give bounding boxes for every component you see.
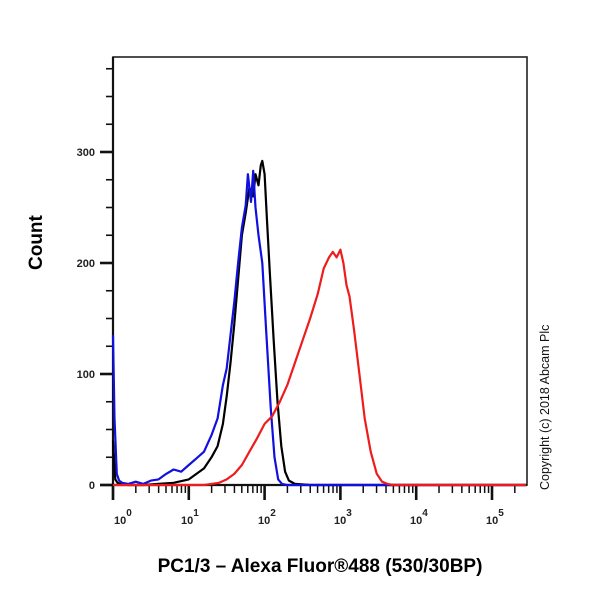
- series-red-line: [113, 248, 526, 487]
- y-tick-label-0: 0: [89, 480, 95, 492]
- histogram-series: [111, 159, 526, 487]
- series-black-line: [111, 159, 526, 487]
- x-tick-label-1e1: 101: [181, 508, 199, 527]
- y-axis-ticks: [100, 67, 113, 487]
- copyright-notice: Copyright (c) 2018 Abcam Plc: [538, 324, 552, 490]
- y-tick-label-300: 300: [77, 147, 95, 159]
- y-tick-label-100: 100: [77, 369, 95, 381]
- x-axis-tick-labels: 100 101 102 103 104 105: [114, 508, 504, 527]
- x-tick-label-1e2: 102: [258, 508, 276, 527]
- x-axis-ticks: [111, 485, 516, 500]
- y-axis-tick-labels: 0 100 200 300: [77, 147, 95, 492]
- series-blue-line: [111, 169, 526, 487]
- plot-frame: [100, 56, 528, 500]
- x-axis-label: PC1/3 – Alexa Fluor®488 (530/30BP): [157, 556, 483, 577]
- x-tick-label-1e3: 103: [334, 508, 352, 527]
- x-tick-label-1e4: 104: [410, 508, 428, 527]
- x-tick-label-1e5: 105: [486, 508, 504, 527]
- y-tick-label-200: 200: [77, 258, 95, 270]
- x-tick-label-1e0: 100: [114, 508, 132, 527]
- y-axis-label: Count: [26, 215, 47, 270]
